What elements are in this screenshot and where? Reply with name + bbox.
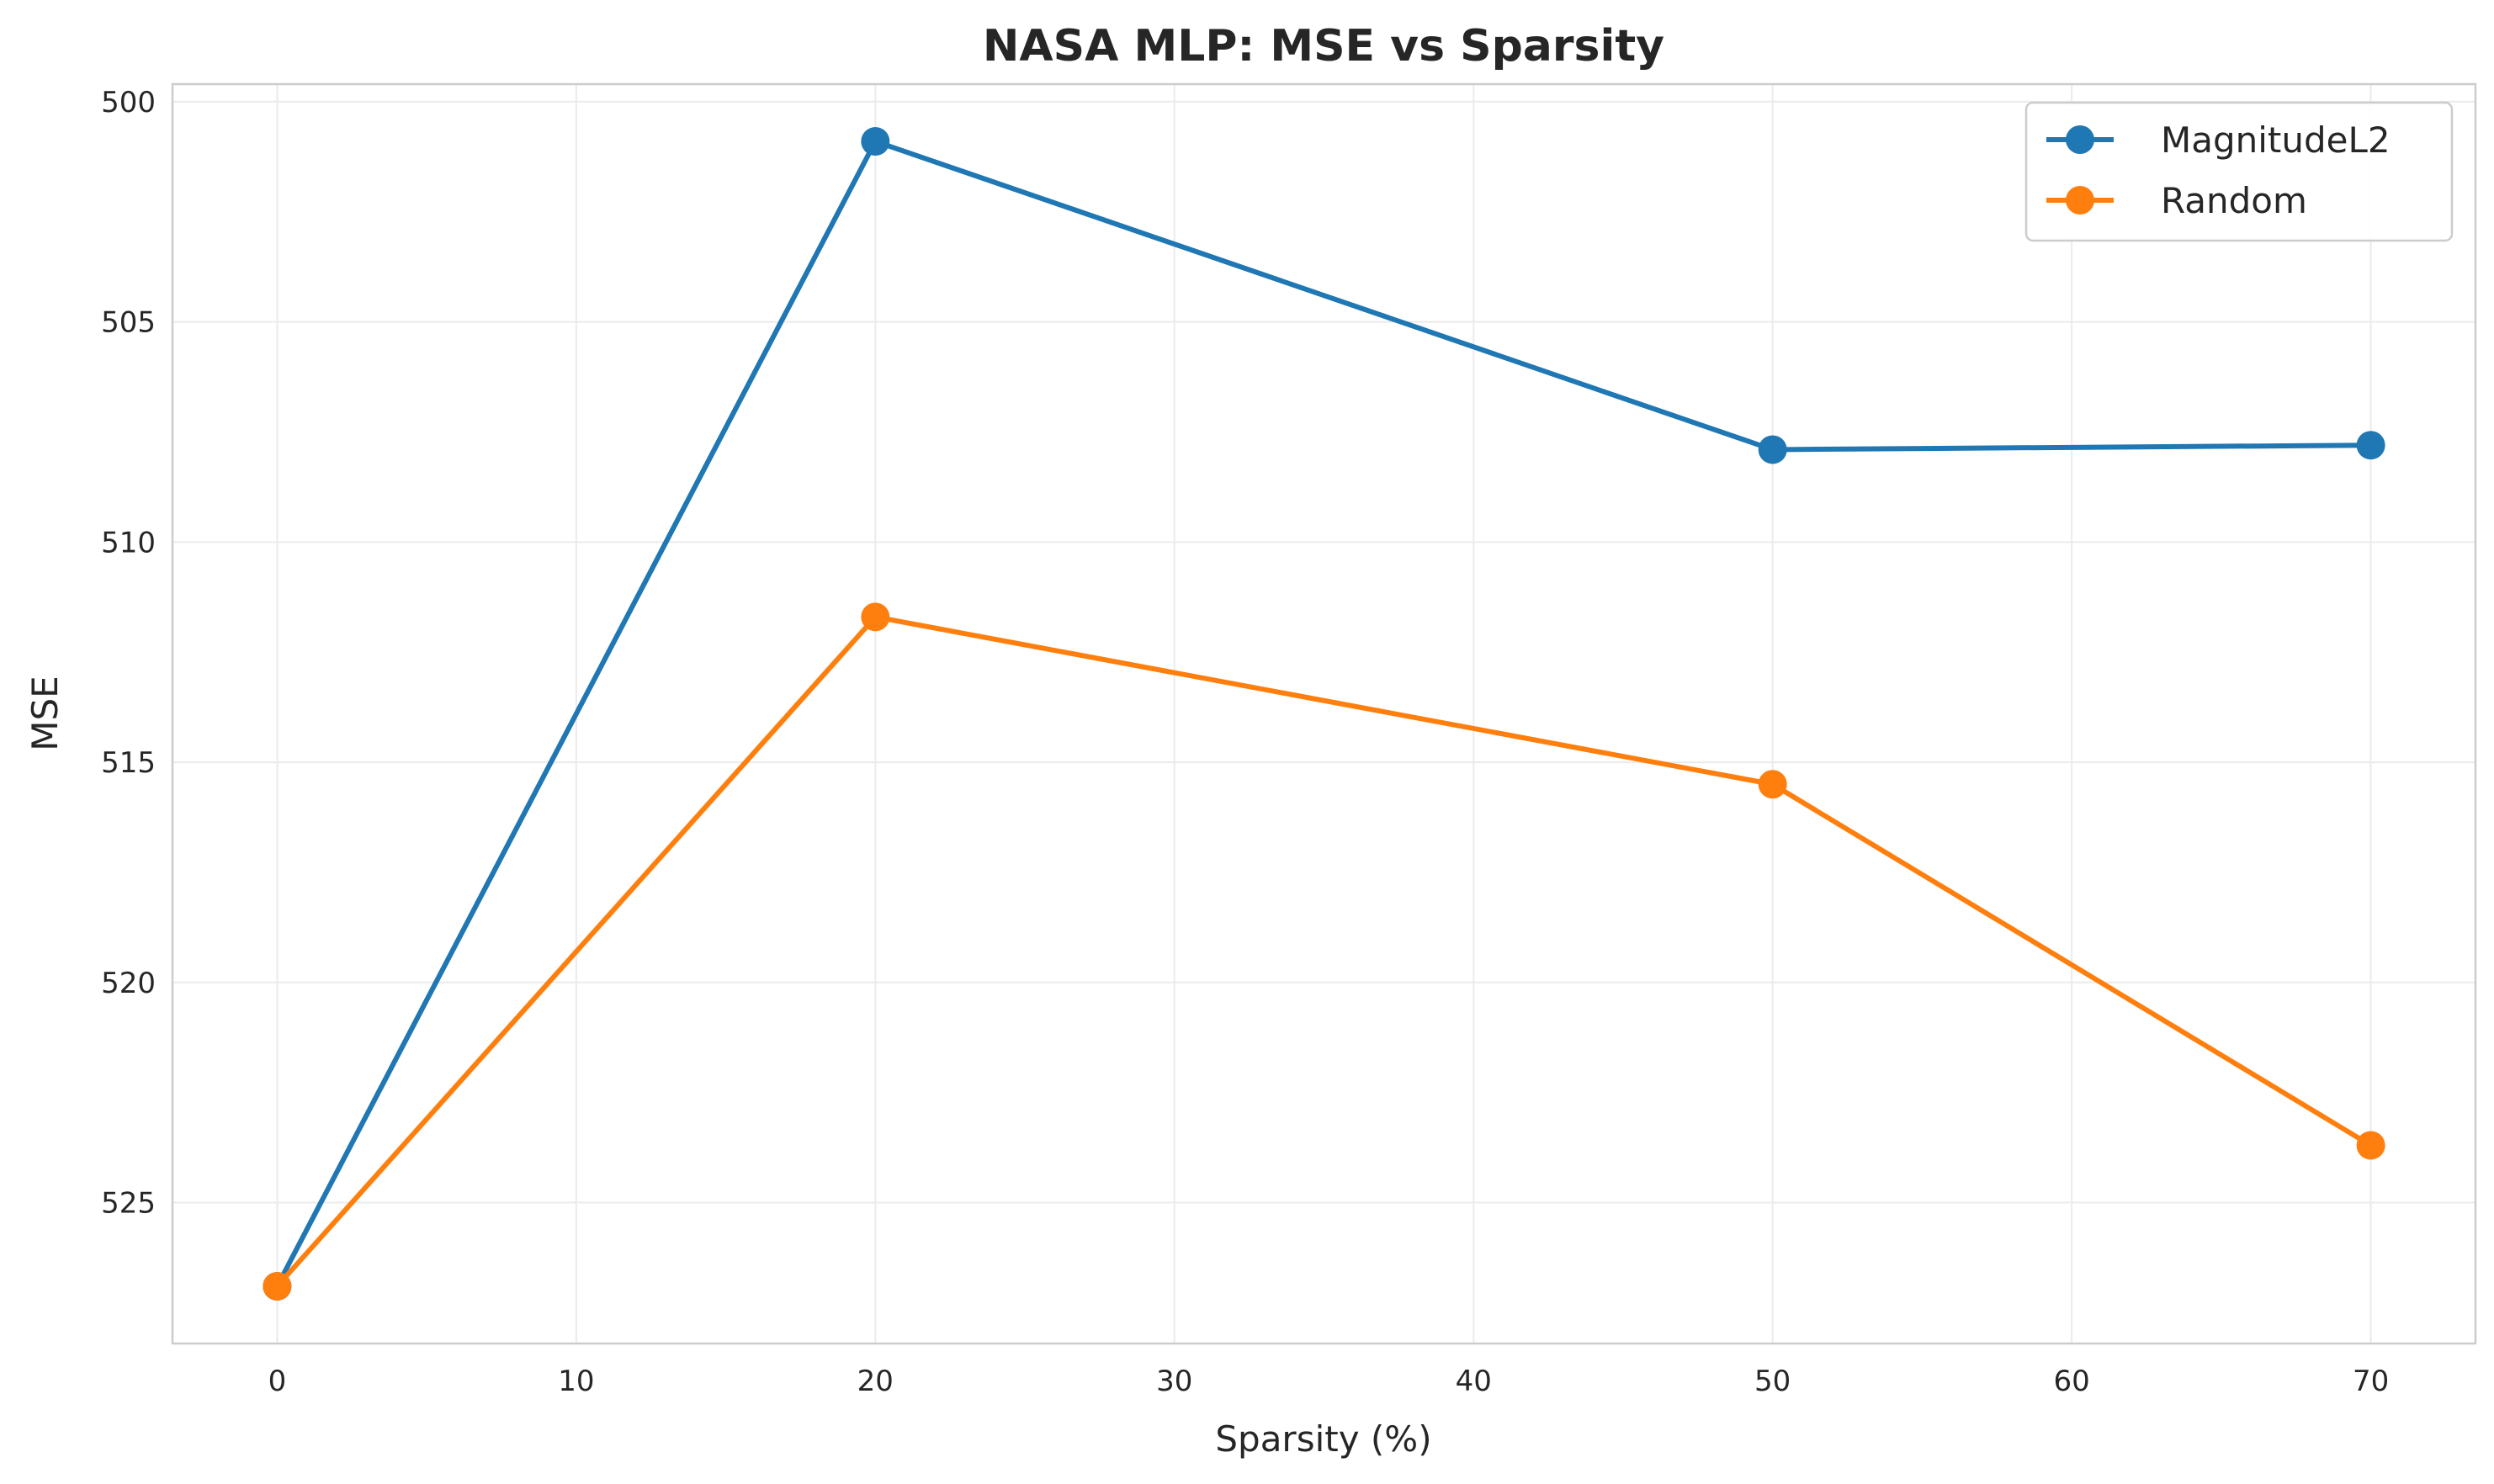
legend-label-magnitudel2: MagnitudeL2 bbox=[2161, 119, 2391, 161]
y-axis-label: MSE bbox=[24, 676, 66, 750]
series-layer bbox=[263, 127, 2385, 1301]
y-tick-label: 510 bbox=[101, 526, 156, 559]
y-tick-label: 500 bbox=[101, 86, 156, 119]
legend-marker-magnitudel2 bbox=[2066, 125, 2094, 154]
data-point-magnitudel2 bbox=[861, 127, 890, 156]
series-line-random bbox=[274, 614, 2374, 1289]
legend-entry-magnitudel2: MagnitudeL2 bbox=[2046, 119, 2391, 161]
legend: MagnitudeL2 Random bbox=[2024, 101, 2454, 242]
x-tick-label: 30 bbox=[1156, 1365, 1192, 1398]
x-tick-label: 20 bbox=[857, 1365, 894, 1398]
data-point-magnitudel2 bbox=[1758, 435, 1787, 464]
x-ticks: 0 10 20 30 40 50 60 70 bbox=[268, 1365, 2390, 1398]
legend-label-random: Random bbox=[2161, 180, 2307, 221]
y-tick-label: 505 bbox=[101, 306, 156, 340]
x-tick-label: 40 bbox=[1456, 1365, 1492, 1398]
x-tick-label: 60 bbox=[2054, 1365, 2090, 1398]
data-point-random bbox=[263, 1271, 292, 1301]
chart-title: NASA MLP: MSE vs Sparsity bbox=[983, 21, 1664, 72]
y-tick-label: 515 bbox=[101, 746, 156, 780]
x-tick-label: 70 bbox=[2353, 1365, 2389, 1398]
y-tick-label: 525 bbox=[101, 1187, 156, 1221]
x-tick-label: 10 bbox=[558, 1365, 594, 1398]
legend-box bbox=[2024, 101, 2454, 242]
legend-marker-random bbox=[2066, 186, 2094, 215]
data-point-random bbox=[861, 602, 890, 632]
y-tick-label: 520 bbox=[101, 967, 156, 1000]
data-point-random bbox=[1758, 770, 1787, 799]
x-tick-label: 0 bbox=[268, 1365, 287, 1398]
x-axis-label: Sparsity (%) bbox=[1215, 1418, 1431, 1460]
data-point-magnitudel2 bbox=[2356, 431, 2385, 460]
legend-entry-random: Random bbox=[2046, 180, 2307, 221]
plot-frame bbox=[171, 82, 2477, 1345]
y-ticks: 500 505 510 515 520 525 bbox=[101, 86, 156, 1221]
data-point-random bbox=[2356, 1131, 2385, 1160]
series-random bbox=[263, 602, 2385, 1301]
x-tick-label: 50 bbox=[1754, 1365, 1791, 1398]
series-line-magnitudel2 bbox=[274, 139, 2374, 1289]
grid bbox=[172, 84, 2475, 1344]
